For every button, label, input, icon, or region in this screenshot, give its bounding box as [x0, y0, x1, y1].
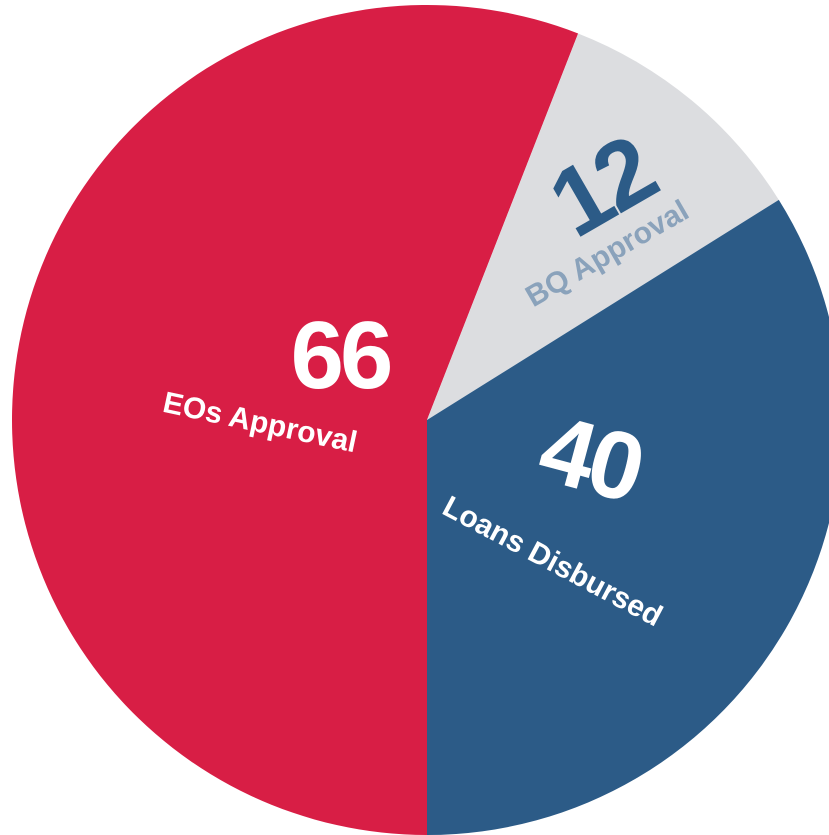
value-label: 66 [291, 302, 390, 409]
pie-slice [427, 33, 779, 421]
pie-slice [427, 199, 829, 835]
pie-slice [12, 5, 579, 835]
